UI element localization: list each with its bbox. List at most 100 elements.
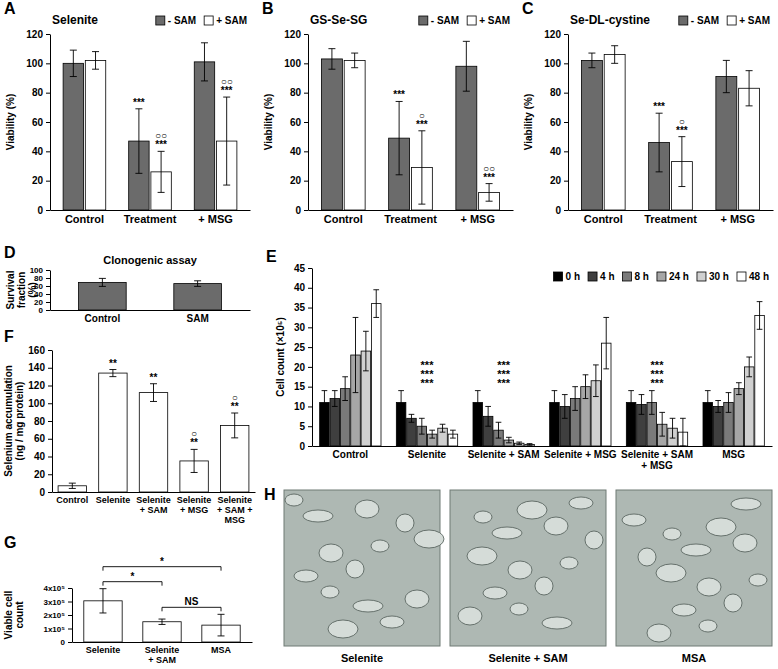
y-tick: 100 — [28, 398, 52, 409]
y-tick: 0 — [299, 441, 312, 452]
x-tick-label-line: MSG — [722, 449, 745, 460]
y-tick: 100 — [544, 58, 568, 69]
y-axis-title-line: Survival — [5, 270, 16, 309]
x-tick-label: Control — [584, 213, 623, 225]
error-bar — [572, 387, 578, 411]
y-tick-label: 140 — [28, 362, 45, 373]
y-tick-label: 1x10⁵ — [43, 625, 65, 634]
x-tick: Selenite+ SAM +MSG — [217, 492, 253, 525]
y-tick-mark — [308, 406, 312, 407]
panel-label: B — [262, 0, 274, 17]
cell-shape — [303, 510, 333, 522]
legend-swatch — [727, 16, 736, 25]
x-tick-label-line: + MSG — [460, 213, 495, 225]
x-tick-label-line: + SAM + — [217, 505, 253, 515]
significance: *** — [393, 89, 405, 100]
significance: ** — [190, 437, 198, 448]
x-tick-label-line: Selenite — [86, 645, 121, 655]
x-tick-label-line: + MSG — [180, 505, 208, 515]
legend-label: 48 h — [749, 271, 769, 282]
error-bar — [516, 442, 522, 444]
x-tick-label-line: Control — [584, 213, 623, 225]
y-tick: 20 — [34, 469, 52, 480]
bar — [739, 88, 760, 210]
error-bar — [496, 422, 502, 438]
error-bar — [231, 413, 238, 438]
y-tick-label: 80 — [550, 87, 562, 98]
y-tick: 80 — [290, 87, 308, 98]
error-bar — [527, 444, 533, 446]
micrograph — [284, 490, 444, 646]
cell-shape — [569, 497, 593, 509]
cell-shape — [405, 590, 429, 608]
y-tick: 40 — [294, 282, 312, 293]
cell-shape — [638, 548, 656, 566]
y-axis: 01x10⁵2x10⁵3x10⁵4x10⁵ — [43, 584, 72, 647]
x-tick-label-line: Control — [65, 213, 104, 225]
x-tick: SAM — [187, 310, 209, 324]
error-bar — [670, 418, 676, 438]
y-tick-label: 3x10⁵ — [43, 598, 65, 607]
y-tick: 20 — [32, 175, 50, 186]
micrograph-frame — [616, 490, 772, 646]
x-tick-label-line: + MSG — [198, 213, 233, 225]
y-tick-label: 100 — [544, 58, 561, 69]
x-tick-label: Control — [56, 495, 88, 505]
y-tick: 140 — [28, 362, 52, 373]
plot-marks — [320, 290, 765, 446]
x-axis: Control Treatment + MSG — [51, 210, 251, 225]
y-tick-label: 30 — [294, 322, 306, 333]
cell-shape — [697, 578, 721, 596]
panel-label: H — [264, 486, 276, 503]
bar — [525, 444, 535, 446]
legend: - SAM+ SAM — [419, 15, 510, 26]
micrograph-frame — [450, 490, 606, 646]
cell-shape — [371, 540, 389, 552]
y-tick-label: 80 — [290, 87, 302, 98]
error-bar — [342, 377, 348, 401]
y-tick: 60 — [32, 117, 50, 128]
x-tick-label: Control — [65, 213, 104, 225]
cell-shape — [492, 527, 522, 539]
y-tick-mark — [46, 286, 50, 287]
error-bar — [69, 483, 76, 488]
chart-title: Selenite — [52, 13, 98, 27]
legend-swatch — [419, 16, 428, 25]
error-bar — [159, 619, 166, 624]
cell-shape — [733, 534, 757, 552]
cell-shape — [699, 620, 717, 632]
error-bar — [398, 391, 404, 415]
x-tick-label: Selenite+ SAM +MSG — [217, 495, 253, 525]
x-tick-label: Treatment — [384, 213, 437, 225]
y-tick-label: 0 — [295, 205, 301, 216]
cell-shape — [321, 586, 339, 598]
error-bar — [506, 437, 512, 443]
y-tick-mark — [48, 368, 52, 369]
y-tick-label: 40 — [32, 146, 44, 157]
x-tick: Selenite — [86, 642, 121, 655]
x-tick: Treatment — [644, 210, 697, 225]
significance: *** — [483, 172, 495, 183]
y-tick-mark — [48, 474, 52, 475]
bar — [321, 59, 342, 210]
comparison-label: NS — [185, 596, 199, 607]
y-tick-mark — [564, 93, 568, 94]
error-bar — [678, 137, 685, 187]
x-tick-label: Selenite + SAM — [468, 449, 540, 460]
x-axis: Control Treatment + MSG — [309, 210, 514, 225]
x-tick-label: Treatment — [644, 213, 697, 225]
panel-label: A — [4, 0, 16, 17]
error-bar — [158, 151, 165, 192]
significance: *** — [155, 139, 167, 150]
micrograph — [450, 490, 606, 646]
y-tick: 60 — [290, 117, 308, 128]
y-tick-mark — [304, 210, 308, 211]
x-tick: Treatment — [124, 210, 177, 225]
y-tick-label: 20 — [32, 175, 44, 186]
legend-swatch — [623, 272, 632, 281]
y-tick-mark — [308, 288, 312, 289]
x-tick-label-line: Control — [324, 213, 363, 225]
plot-marks — [63, 43, 237, 210]
x-tick-label-line: Selenite + SAM — [468, 449, 540, 460]
legend-item: + SAM — [204, 15, 247, 26]
